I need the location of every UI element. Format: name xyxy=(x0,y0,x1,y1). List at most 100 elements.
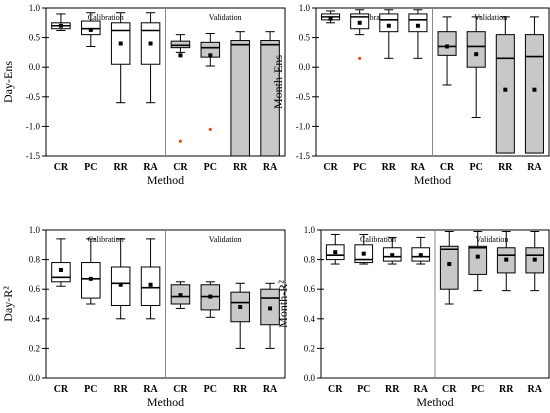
box-calibration-ra xyxy=(140,238,161,320)
mean-marker xyxy=(475,254,480,259)
box-iqr xyxy=(81,20,101,36)
y-tick-label: 0.2 xyxy=(304,343,315,353)
x-category-label: PC xyxy=(357,384,370,395)
x-category-label: CR xyxy=(54,162,69,173)
x-category-label: PC xyxy=(353,162,366,173)
mean-marker xyxy=(178,53,183,58)
box-calibration-rr xyxy=(382,236,402,265)
box-validation-cr xyxy=(170,34,191,143)
group-label-calibration: Calibration xyxy=(88,13,124,22)
group-label-validation: Validation xyxy=(476,235,509,244)
box-validation-pc xyxy=(200,32,221,131)
chart-panel-4: Calibration Validation 0.0 0.2 0.4 0.6 0.8 1.0 C… xyxy=(276,225,550,409)
mean-marker xyxy=(333,250,338,255)
x-category-label: CR xyxy=(440,162,455,173)
y-tick-label: 0.0 xyxy=(29,62,41,72)
box-validation-pc xyxy=(466,16,486,119)
y-tick-label: -1.5 xyxy=(296,151,311,161)
x-category-label: RA xyxy=(263,162,278,173)
mean-marker xyxy=(148,282,153,287)
outlier-point xyxy=(208,127,212,131)
box-calibration-cr xyxy=(321,10,341,24)
mean-marker xyxy=(268,306,273,311)
mean-marker xyxy=(447,262,452,267)
x-category-label: RR xyxy=(498,162,513,173)
box-validation-rr xyxy=(230,31,250,157)
mean-marker xyxy=(418,253,423,258)
mean-marker xyxy=(503,87,508,92)
y-tick-label: 0.4 xyxy=(29,314,41,324)
x-axis-label: Method xyxy=(414,173,451,187)
y-tick-label: -0.5 xyxy=(296,92,311,102)
x-category-label: RR xyxy=(233,384,248,395)
y-tick-label: 1.0 xyxy=(29,225,41,235)
x-category-label: RA xyxy=(143,384,158,395)
y-tick-label: 0.6 xyxy=(29,284,41,294)
x-axis-label: Method xyxy=(147,173,184,187)
x-category-label: RR xyxy=(382,162,397,173)
box-calibration-pc xyxy=(81,12,101,47)
box-calibration-cr xyxy=(325,233,345,265)
mean-marker xyxy=(238,304,243,309)
x-category-label: RA xyxy=(263,384,278,395)
group-label-validation: Validation xyxy=(209,13,242,22)
box-iqr xyxy=(524,34,544,154)
y-tick-label: 1.0 xyxy=(304,225,316,235)
box-validation-ra xyxy=(524,16,544,154)
group-label-validation: Validation xyxy=(474,13,507,22)
box-validation-rr xyxy=(495,16,515,154)
x-category-label: CR xyxy=(173,162,188,173)
box-iqr xyxy=(260,40,280,157)
mean-marker xyxy=(474,52,479,57)
mean-marker xyxy=(208,53,213,58)
x-category-label: RR xyxy=(499,384,514,395)
y-tick-label: 0.5 xyxy=(29,33,41,43)
box-validation-rr xyxy=(496,230,516,292)
box-calibration-cr xyxy=(51,13,71,31)
y-axis-label: Day-Ens xyxy=(1,61,15,103)
x-category-label: CR xyxy=(173,384,188,395)
box-calibration-rr xyxy=(379,9,399,59)
y-tick-label: -1.5 xyxy=(26,151,41,161)
box-calibration-pc xyxy=(81,238,101,305)
box-validation-rr xyxy=(230,282,250,349)
y-axis-label: Month-Ens xyxy=(271,55,285,109)
box-validation-cr xyxy=(439,230,459,305)
x-category-label: CR xyxy=(442,384,457,395)
mean-marker xyxy=(445,44,450,49)
y-tick-label: 0.0 xyxy=(299,62,311,72)
x-category-label: RA xyxy=(414,384,429,395)
mean-marker xyxy=(357,20,362,25)
box-iqr xyxy=(51,262,71,283)
y-tick-label: -1.0 xyxy=(26,121,41,131)
box-iqr xyxy=(408,13,428,33)
y-axis-label: Day-R² xyxy=(1,286,15,322)
x-category-label: PC xyxy=(471,384,484,395)
x-category-label: CR xyxy=(323,162,338,173)
y-tick-label: -1.0 xyxy=(296,121,311,131)
box-calibration-cr xyxy=(51,238,71,287)
chart-panel-2: Calibration Validation -1.5 -1.0 -0.5 0.0 0.5 1… xyxy=(271,3,550,187)
y-tick-label: 0.0 xyxy=(29,373,41,383)
mean-marker xyxy=(386,23,391,28)
x-axis-label: Method xyxy=(416,395,453,409)
x-category-label: CR xyxy=(328,384,343,395)
box-calibration-ra xyxy=(140,12,161,104)
mean-marker xyxy=(148,41,153,46)
mean-marker xyxy=(118,41,123,46)
box-calibration-rr xyxy=(110,12,131,104)
mean-marker xyxy=(504,257,509,262)
group-label-calibration: Calibration xyxy=(360,235,396,244)
box-validation-ra xyxy=(260,31,280,157)
chart-panel-1: Calibration Validation -1.5 -1.0 -0.5 0.0 0.5 1… xyxy=(1,3,286,187)
x-category-label: RR xyxy=(113,384,128,395)
x-category-label: CR xyxy=(54,384,69,395)
mean-marker xyxy=(58,267,63,272)
box-iqr xyxy=(379,13,399,33)
y-tick-label: 0.0 xyxy=(304,373,316,383)
x-category-label: RR xyxy=(385,384,400,395)
y-tick-label: 0.5 xyxy=(299,33,311,43)
x-category-label: RA xyxy=(411,162,426,173)
x-axis-label: Method xyxy=(147,395,184,409)
